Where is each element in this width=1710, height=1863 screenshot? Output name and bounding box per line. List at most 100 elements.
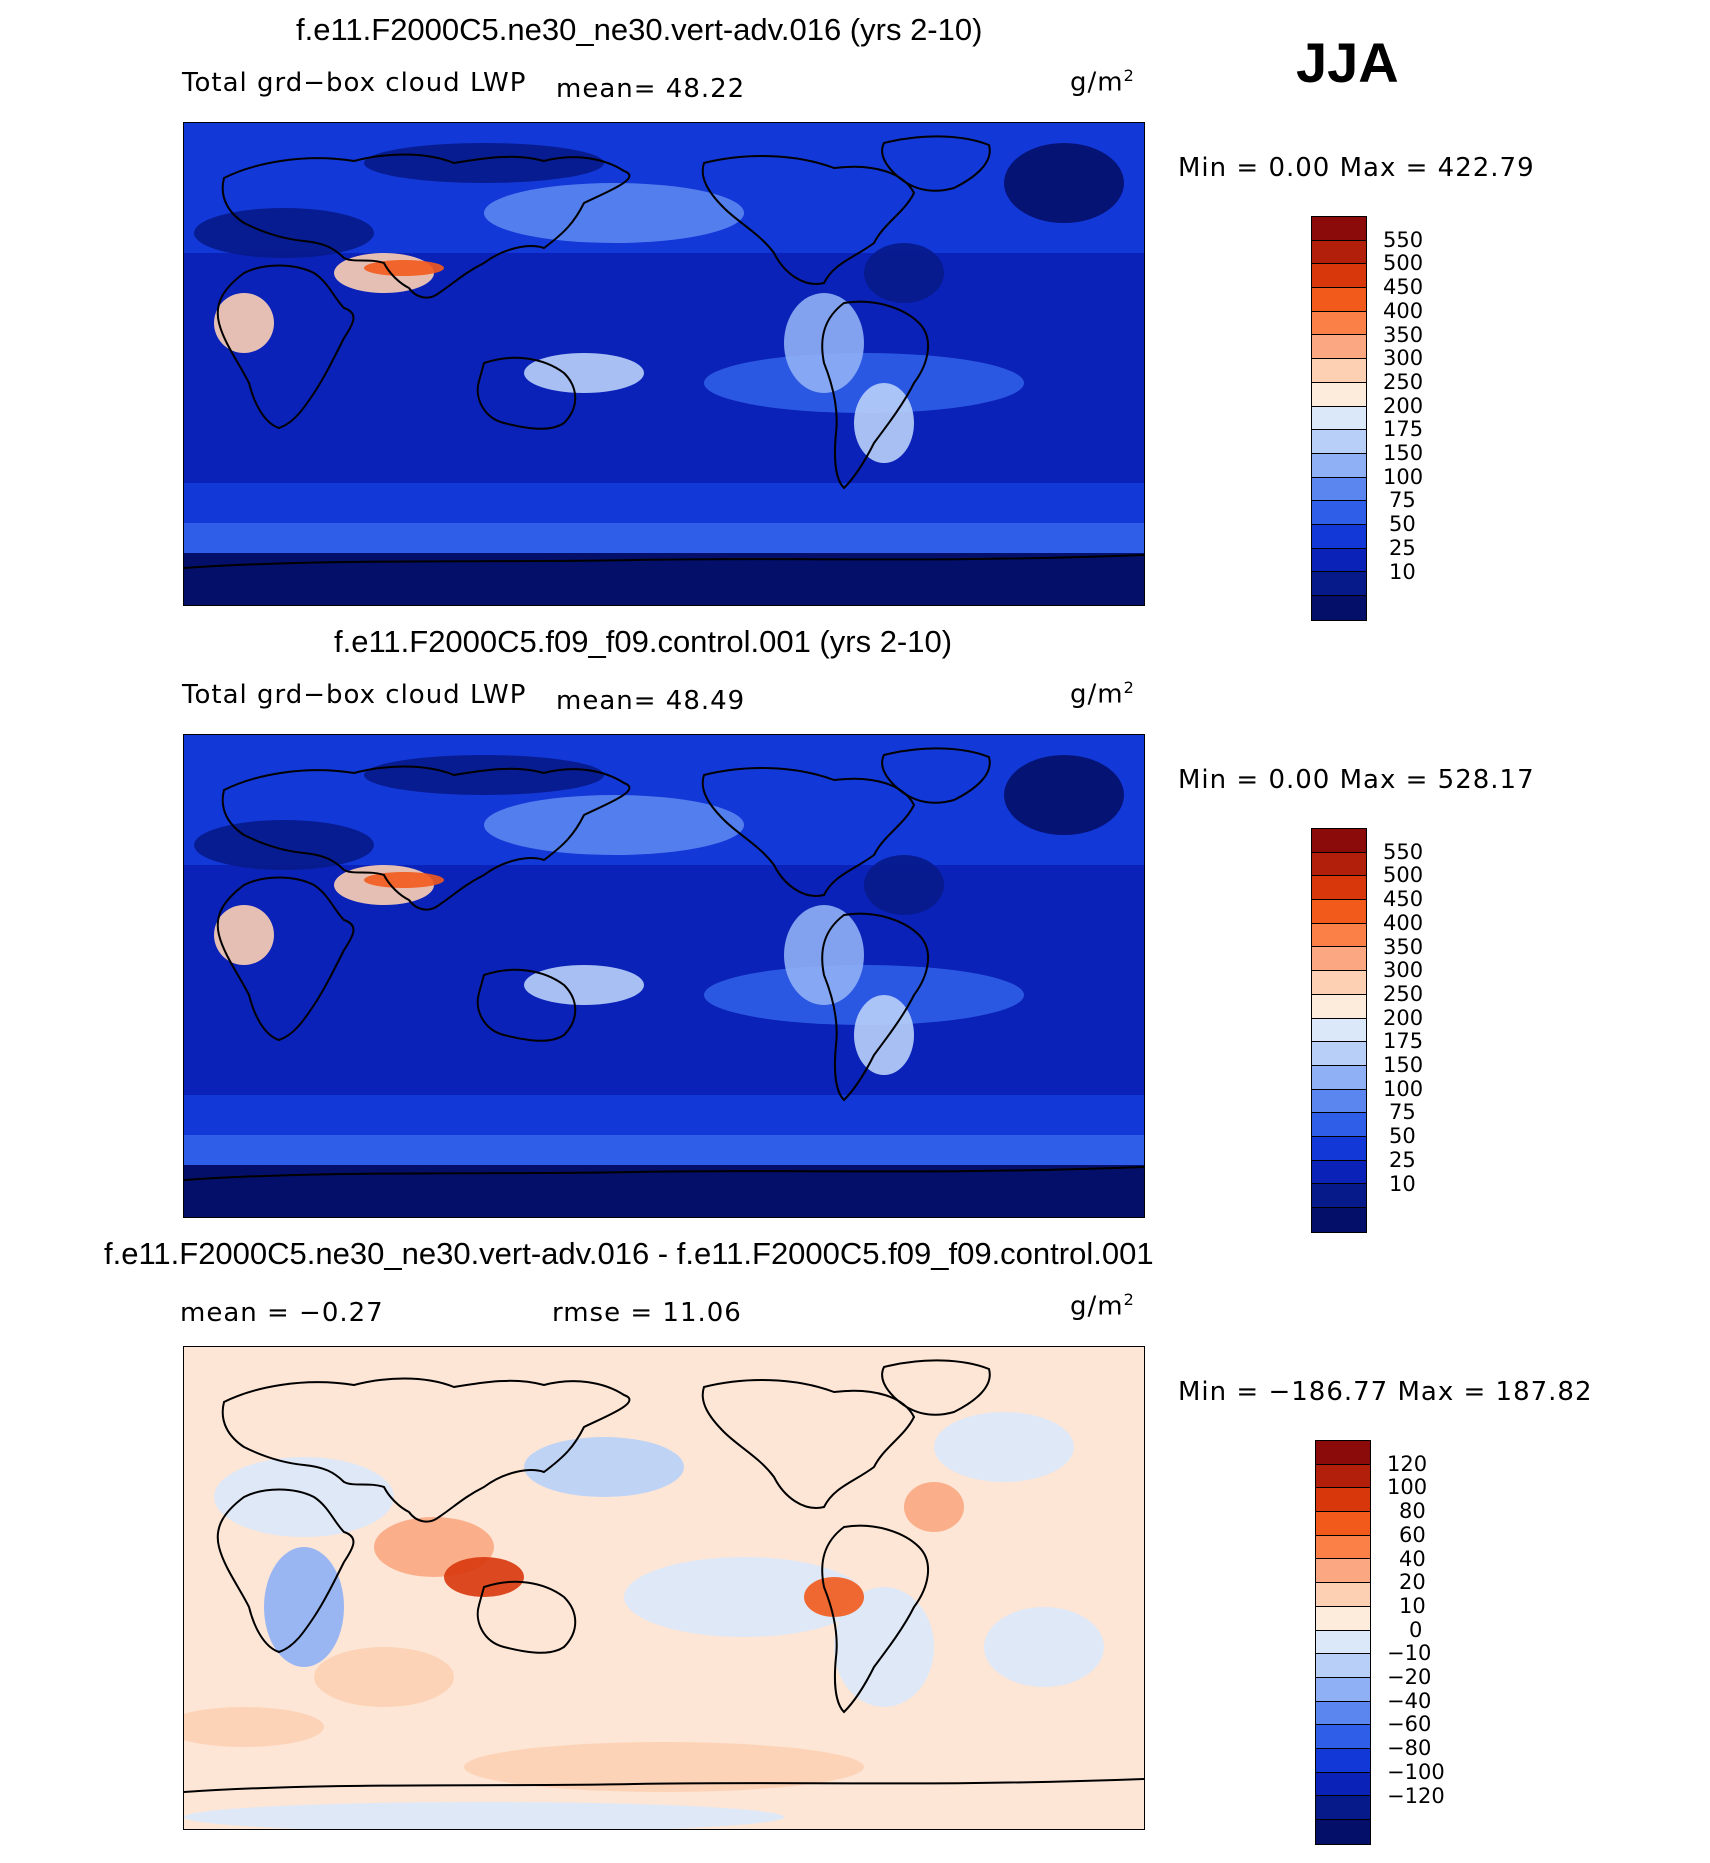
colorbar-swatch (1312, 1208, 1366, 1232)
colorbar-tick-label: −10 (1387, 1641, 1432, 1666)
colorbar-swatch (1312, 524, 1366, 549)
colorbar-tick-label: 300 (1383, 346, 1424, 371)
colorbar-tick-label: 100 (1383, 1076, 1424, 1101)
map-control (183, 734, 1145, 1218)
colorbar-swatch (1316, 1725, 1370, 1749)
map-test (183, 122, 1145, 606)
colorbar-swatch (1312, 947, 1366, 972)
map-difference (183, 1346, 1145, 1830)
colorbar-swatch (1312, 453, 1366, 478)
colorbar-swatch (1316, 1701, 1370, 1726)
colorbar-swatch (1312, 1042, 1366, 1066)
colorbar-swatch (1312, 596, 1366, 620)
colorbar-tick-label: 100 (1383, 464, 1424, 489)
colorbar-swatch (1316, 1654, 1370, 1678)
colorbar-tick-label: −100 (1387, 1759, 1445, 1784)
colorbar-swatch (1312, 1136, 1366, 1161)
panel-title: f.e11.F2000C5.ne30_ne30.vert-adv.016 (yr… (296, 12, 983, 47)
season-label: JJA (1296, 31, 1399, 94)
colorbar-swatch (1312, 971, 1366, 995)
colorbar-tick-label: 200 (1383, 393, 1424, 418)
colorbar-tick-label: 75 (1389, 1100, 1416, 1125)
colorbar-tick-label: −60 (1387, 1712, 1432, 1737)
colorbar-tick-label: −80 (1387, 1736, 1432, 1761)
colorbar-swatch (1316, 1820, 1370, 1844)
colorbar-tick-label: 150 (1383, 441, 1424, 465)
colorbar-tick-label: −120 (1387, 1783, 1445, 1808)
colorbar-swatch (1312, 382, 1366, 407)
colorbar-swatch (1312, 1184, 1366, 1208)
colorbar-swatch (1312, 240, 1366, 265)
unit-label: g/m2 (1070, 1290, 1135, 1322)
colorbar-tick-label: 100 (1387, 1475, 1428, 1500)
colorbar-swatch (1316, 1796, 1370, 1820)
colorbar-swatch (1312, 1113, 1366, 1137)
colorbar-swatch (1316, 1488, 1370, 1513)
colorbar-swatch (1312, 876, 1366, 901)
colorbar-tick-label: 400 (1383, 298, 1424, 323)
colorbar-tick-label: 250 (1383, 981, 1424, 1006)
colorbar-tick-label: 10 (1389, 1171, 1416, 1196)
colorbar-swatch (1316, 1464, 1370, 1489)
colorbar-swatch (1316, 1677, 1370, 1702)
colorbar-swatch (1312, 477, 1366, 502)
colorbar-tick-label: 175 (1383, 1029, 1424, 1054)
colorbar-tick-label: −20 (1387, 1665, 1432, 1689)
colorbar-swatch (1312, 1018, 1366, 1043)
colorbar-swatch (1312, 548, 1366, 573)
variable-label: Total grd−box cloud LWP (182, 680, 527, 710)
colorbar-swatch (1316, 1535, 1370, 1560)
colorbar-swatch (1312, 311, 1366, 336)
colorbar-tick-label: 25 (1389, 1147, 1416, 1172)
colorbar-tick-label: 350 (1383, 934, 1424, 959)
colorbar-swatch (1312, 829, 1366, 853)
min-max-label: Min = −186.77 Max = 187.82 (1178, 1377, 1593, 1407)
colorbar-tick-label: 40 (1399, 1546, 1426, 1571)
unit-label: g/m2 (1070, 678, 1135, 710)
colorbar-tick-label: 10 (1399, 1593, 1426, 1618)
colorbar-tick-label: −40 (1387, 1688, 1432, 1713)
colorbar-tick-label: 450 (1383, 887, 1424, 912)
colorbar-tick-label: 350 (1383, 322, 1424, 347)
colorbar-tick-label: 400 (1383, 910, 1424, 935)
colorbar-swatch (1312, 572, 1366, 596)
colorbar-swatch (1312, 501, 1366, 525)
colorbar-swatch (1316, 1559, 1370, 1584)
colorbar-tick-label: 200 (1383, 1005, 1424, 1030)
colorbar-tick-label: 20 (1399, 1570, 1426, 1595)
colorbar-swatch (1316, 1441, 1370, 1465)
colorbar-swatch (1316, 1630, 1370, 1655)
mean-label: mean= 48.22 (556, 74, 746, 104)
colorbar-swatches (1311, 216, 1367, 621)
colorbar-swatch (1312, 288, 1366, 312)
colorbar-tick-label: 150 (1383, 1053, 1424, 1077)
unit-label: g/m2 (1070, 66, 1135, 98)
colorbar-tick-label: 250 (1383, 369, 1424, 394)
colorbar-swatch (1312, 1089, 1366, 1114)
colorbar-tick-label: 500 (1383, 251, 1424, 276)
colorbar-swatch (1312, 1065, 1366, 1090)
variable-label: Total grd−box cloud LWP (182, 68, 527, 98)
colorbar-tick-label: 550 (1383, 227, 1424, 252)
colorbar-tick-label: 50 (1389, 1124, 1416, 1149)
mean-label: mean = −0.27 (180, 1298, 384, 1328)
colorbar-swatch (1312, 359, 1366, 383)
colorbar-swatch (1312, 406, 1366, 431)
colorbar-swatch (1316, 1748, 1370, 1773)
colorbar-swatches (1315, 1440, 1371, 1845)
colorbar-tick-label: 60 (1399, 1522, 1426, 1547)
mean-label: mean= 48.49 (556, 686, 746, 716)
colorbar-swatch (1312, 994, 1366, 1019)
colorbar-swatch (1312, 217, 1366, 241)
colorbar-swatches (1311, 828, 1367, 1233)
colorbar-swatch (1312, 264, 1366, 289)
colorbar-tick-label: 120 (1387, 1451, 1428, 1476)
colorbar-tick-label: 10 (1389, 559, 1416, 584)
panel-title: f.e11.F2000C5.f09_f09.control.001 (yrs 2… (334, 624, 953, 659)
min-max-label: Min = 0.00 Max = 422.79 (1178, 153, 1535, 183)
colorbar-swatch (1312, 430, 1366, 454)
colorbar-swatch (1316, 1772, 1370, 1797)
colorbar-tick-label: 175 (1383, 417, 1424, 442)
colorbar-swatch (1312, 1160, 1366, 1185)
colorbar-swatch (1316, 1583, 1370, 1607)
